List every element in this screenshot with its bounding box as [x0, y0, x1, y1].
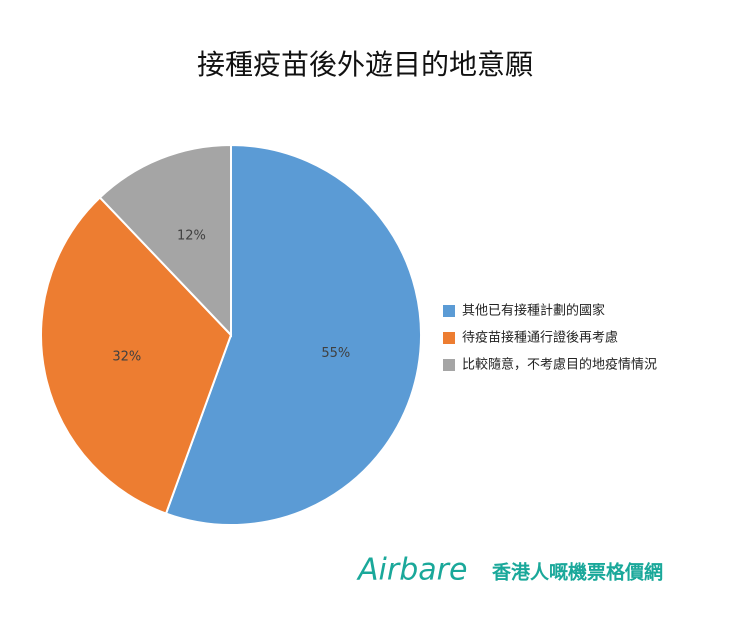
data-label: 12% — [177, 229, 206, 244]
legend-label: 其他已有接種計劃的國家 — [462, 303, 605, 319]
pie: 55% 32% 12% — [40, 143, 422, 526]
legend-label: 比較隨意，不考慮目的地疫情情況 — [462, 357, 657, 373]
watermark-brand: Airbare — [356, 553, 467, 588]
data-label: 32% — [112, 349, 141, 364]
watermark-tagline: 香港人嘅機票格價網 — [491, 561, 663, 584]
pie-slice — [164, 143, 422, 526]
legend-label: 待疫苗接種通行證後再考慮 — [462, 330, 618, 346]
pie-slice — [40, 196, 233, 515]
pie-slice — [98, 143, 232, 338]
chart-title: 接種疫苗後外遊目的地意願 — [197, 48, 533, 81]
legend-swatch — [443, 305, 455, 317]
legend-swatch — [443, 359, 455, 371]
legend-swatch — [443, 332, 455, 344]
data-label: 55% — [321, 346, 350, 361]
